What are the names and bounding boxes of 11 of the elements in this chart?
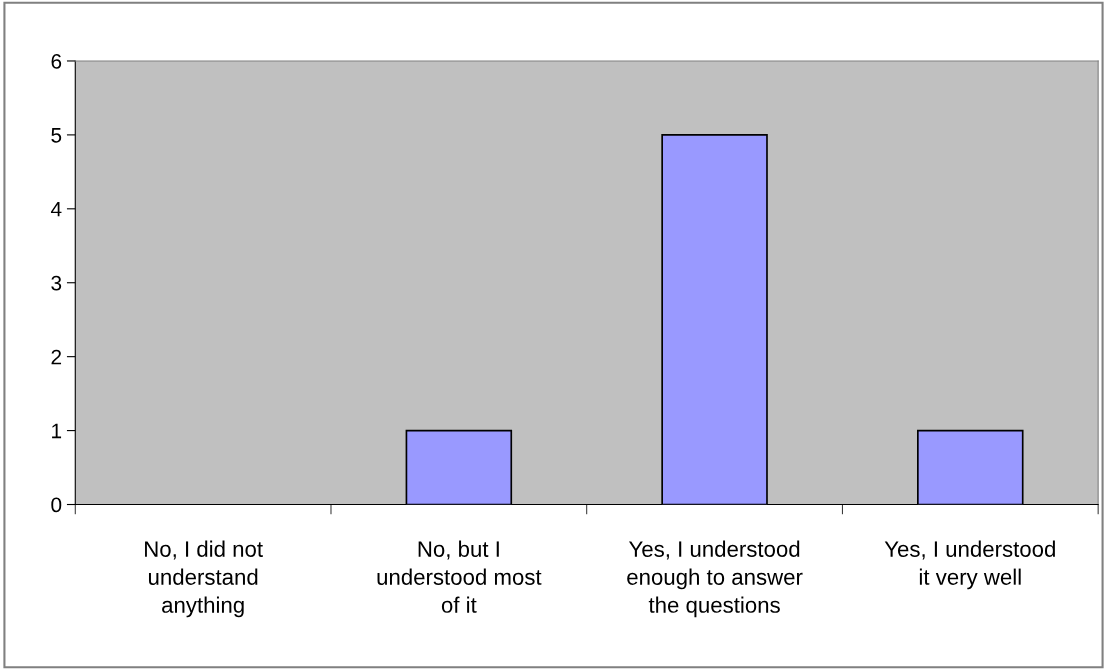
y-tick-label: 0 (51, 497, 62, 513)
y-tick-label: 3 (51, 275, 62, 291)
y-tick-label: 6 (51, 53, 62, 69)
x-tick-label: Yes, I understood enough to answer the questions (627, 540, 803, 618)
y-tick-label: 5 (51, 128, 62, 143)
x-tick-label: No, but I understood most of it (377, 540, 542, 613)
y-tick-label: 4 (50, 202, 62, 217)
y-tick-label: 2 (51, 349, 62, 365)
x-tick-label: No, I did not understand anything (145, 540, 263, 618)
y-tick-label: 1 (52, 423, 62, 439)
x-tick-label: Yes, I understood it very well (884, 540, 1055, 590)
